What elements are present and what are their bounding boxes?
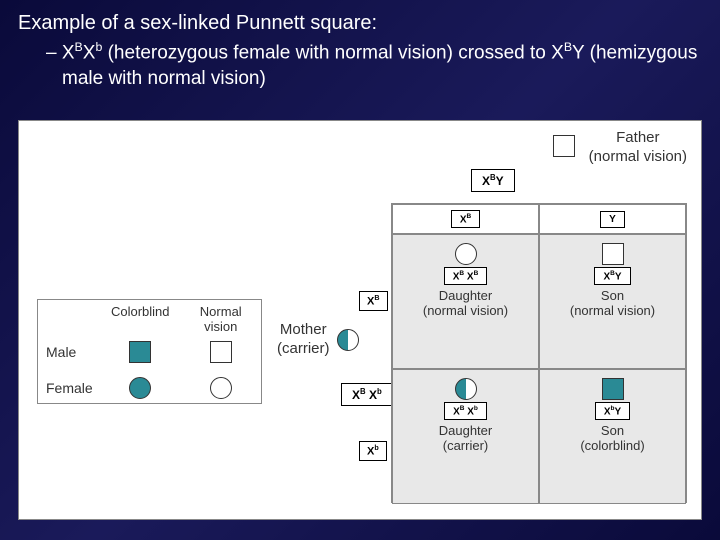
geno-sup: b — [474, 405, 478, 412]
father-label: Father (normal vision) — [589, 129, 687, 167]
geno-text: Y — [496, 174, 504, 188]
offspring-label: Daughter (carrier) — [439, 424, 492, 454]
legend-col-text: Normal — [181, 304, 262, 319]
offspring-label-line: Son — [570, 289, 655, 304]
offspring-label-line: Son — [580, 424, 644, 439]
father-allele-col2: Y — [539, 204, 686, 234]
offspring-label-line: (normal vision) — [570, 304, 655, 319]
offspring-genotype: XbY — [595, 402, 630, 420]
offspring-label-line: (colorblind) — [580, 439, 644, 454]
legend-box: Colorblind Normal vision Male Female — [37, 299, 262, 404]
subtitle-sup: B — [564, 40, 572, 54]
geno-text: X — [482, 174, 490, 188]
offspring-cell-21: XB Xb Daughter (carrier) — [392, 369, 539, 504]
legend-col-normal: Normal vision — [181, 300, 262, 334]
offspring-cell-22: XbY Son (colorblind) — [539, 369, 686, 504]
geno-text: X — [453, 406, 460, 417]
geno-text: Y — [609, 214, 616, 225]
mother-label-line: Mother — [277, 321, 330, 340]
mother-label: Mother (carrier) — [277, 321, 330, 359]
punnett-grid: XB Y XB XB Daughter — [391, 203, 687, 503]
female-normal-icon — [210, 377, 232, 399]
mother-row2-marker: Xb — [359, 441, 387, 461]
mother-label-line: (carrier) — [277, 340, 330, 359]
offspring-label-line: Daughter — [423, 289, 508, 304]
geno-text: Y — [615, 271, 622, 282]
offspring-genotype: XB Xb — [444, 402, 487, 420]
legend-row-female: Female — [38, 380, 99, 396]
geno-sup: b — [374, 444, 378, 452]
male-colorblind-icon — [129, 341, 151, 363]
slide-subtitle: – XBXb (heterozygous female with normal … — [46, 39, 702, 92]
son-colorblind-icon — [602, 378, 624, 400]
geno-sup: B — [466, 213, 471, 220]
geno-text: X — [352, 388, 360, 402]
father-label-line: Father — [589, 129, 687, 148]
mother-allele-1: XB — [359, 291, 388, 311]
offspring-label: Son (normal vision) — [570, 289, 655, 319]
female-colorblind-icon — [129, 377, 151, 399]
geno-sup: B — [474, 270, 479, 277]
geno-text: X — [366, 388, 377, 402]
father-genotype: XBY — [471, 169, 515, 192]
father-symbol — [553, 135, 575, 157]
offspring-label: Daughter (normal vision) — [423, 289, 508, 319]
offspring-cell-11: XB XB Daughter (normal vision) — [392, 234, 539, 369]
mother-symbol — [337, 329, 359, 351]
legend-row-male: Male — [38, 344, 99, 360]
mother-row1-marker: XB — [359, 291, 388, 311]
slide-header: Example of a sex-linked Punnett square: … — [0, 0, 720, 92]
subtitle-text: (heterozygous female with normal vision)… — [102, 42, 563, 63]
subtitle-text: – X — [46, 42, 75, 63]
offspring-genotype: XB XB — [444, 267, 488, 285]
daughter-icon — [455, 243, 477, 265]
father-label-line: (normal vision) — [589, 148, 687, 167]
father-allele-col1: XB — [392, 204, 539, 234]
offspring-label-line: Daughter — [439, 424, 492, 439]
offspring-label-line: (carrier) — [439, 439, 492, 454]
geno-text: X — [464, 271, 473, 282]
geno-text: X — [464, 406, 473, 417]
offspring-cell-12: XBY Son (normal vision) — [539, 234, 686, 369]
daughter-carrier-icon — [455, 378, 477, 400]
geno-text: X — [604, 406, 611, 417]
mother-genotype: XB Xb — [341, 383, 393, 406]
geno-sup: b — [377, 387, 382, 396]
punnett-figure: Father (normal vision) XBY Mother (carri… — [18, 120, 702, 520]
offspring-label: Son (colorblind) — [580, 424, 644, 454]
geno-sup: B — [374, 294, 379, 302]
offspring-genotype: XBY — [594, 267, 630, 285]
legend-col-text: vision — [181, 319, 262, 334]
subtitle-sup: B — [75, 40, 83, 54]
offspring-label-line: (normal vision) — [423, 304, 508, 319]
subtitle-text: X — [83, 42, 96, 63]
male-normal-icon — [210, 341, 232, 363]
mother-allele-2: Xb — [359, 441, 387, 461]
geno-text: Y — [614, 406, 621, 417]
legend-col-colorblind: Colorblind — [100, 300, 181, 334]
son-icon — [602, 243, 624, 265]
slide-title: Example of a sex-linked Punnett square: — [18, 12, 702, 35]
